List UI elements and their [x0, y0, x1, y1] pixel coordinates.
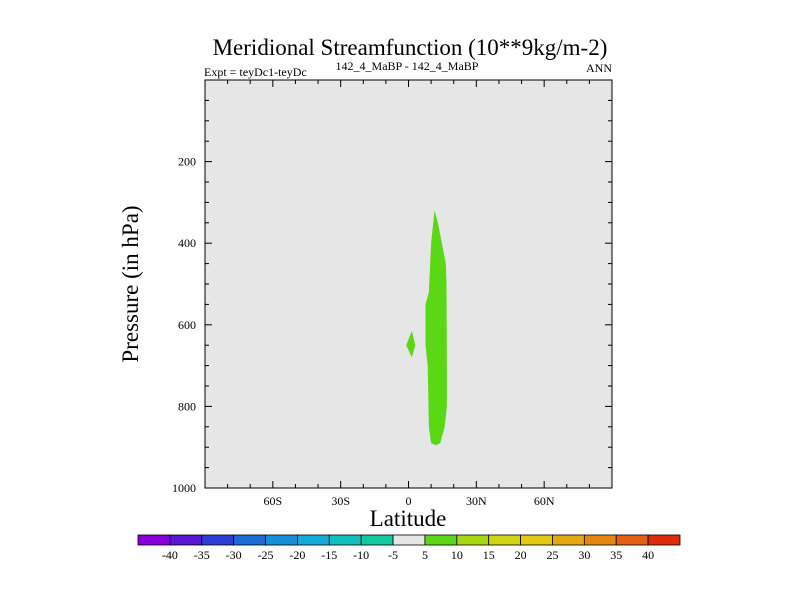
subtitle-center: 142_4_MaBP - 142_4_MaBP [336, 59, 479, 73]
colorbar-label: -35 [194, 548, 210, 562]
plot-frame [204, 79, 613, 489]
colorbar-swatch [265, 534, 298, 546]
colorbar-label: -15 [321, 548, 337, 562]
colorbar-swatch [392, 534, 426, 546]
colorbar-label: 15 [483, 548, 495, 562]
x-tick-label: 30N [466, 494, 487, 508]
colorbar-label: 30 [578, 548, 590, 562]
colorbar-label: -5 [388, 548, 398, 562]
subtitle-left: Expt = teyDc1-teyDc [204, 65, 307, 79]
colorbar-swatch [488, 534, 521, 546]
colorbar-label: -20 [289, 548, 305, 562]
colorbar-swatch [583, 534, 617, 546]
subtitle-right: ANN [586, 61, 612, 75]
plot-area [205, 80, 612, 488]
y-tick-label: 800 [178, 399, 196, 413]
x-axis-label: Latitude [370, 506, 447, 531]
x-tick-label: 0 [406, 494, 412, 508]
colorbar-swatch [647, 534, 681, 546]
colorbar-swatch [137, 534, 171, 546]
chart-title: Meridional Streamfunction (10**9kg/m-2) [213, 35, 608, 60]
colorbar-label: 35 [610, 548, 622, 562]
x-tick-label: 30S [331, 494, 350, 508]
colorbar-label: -40 [162, 548, 178, 562]
colorbar-label: -25 [258, 548, 274, 562]
contour-regions [406, 210, 447, 446]
colorbar: -40 -35 -30 -25 -20 -15 -10 -5 5 10 15 20 25 30 35 40 [137, 534, 681, 562]
x-tick-label: 60S [263, 494, 282, 508]
colorbar-label: 10 [451, 548, 463, 562]
colorbar-swatch [424, 534, 458, 546]
y-tick-label: 600 [178, 318, 196, 332]
colorbar-label: 5 [422, 548, 428, 562]
y-axis-label: Pressure (in hPa) [118, 205, 143, 362]
colorbar-swatch [615, 534, 649, 546]
main-positive-cell [425, 210, 447, 446]
colorbar-swatch [169, 534, 203, 546]
colorbar-label: 20 [515, 548, 527, 562]
colorbar-swatch [201, 534, 235, 546]
colorbar-swatch [360, 534, 394, 546]
colorbar-swatch [297, 534, 330, 546]
axis-ticks: 60S 30S 0 30N 60N 200 400 600 800 1000 [172, 80, 612, 508]
colorbar-swatch [552, 534, 585, 546]
y-tick-label: 200 [178, 155, 196, 169]
colorbar-label: 25 [546, 548, 558, 562]
x-tick-label: 60N [534, 494, 555, 508]
y-tick-label: 1000 [172, 481, 196, 495]
y-tick-label: 400 [178, 236, 196, 250]
colorbar-label: -10 [353, 548, 369, 562]
colorbar-label: -30 [226, 548, 242, 562]
colorbar-swatch [233, 534, 266, 546]
colorbar-label: 40 [642, 548, 654, 562]
colorbar-swatch [520, 534, 553, 546]
small-positive-cell [406, 330, 416, 358]
colorbar-swatch [328, 534, 362, 546]
colorbar-swatch [456, 534, 490, 546]
